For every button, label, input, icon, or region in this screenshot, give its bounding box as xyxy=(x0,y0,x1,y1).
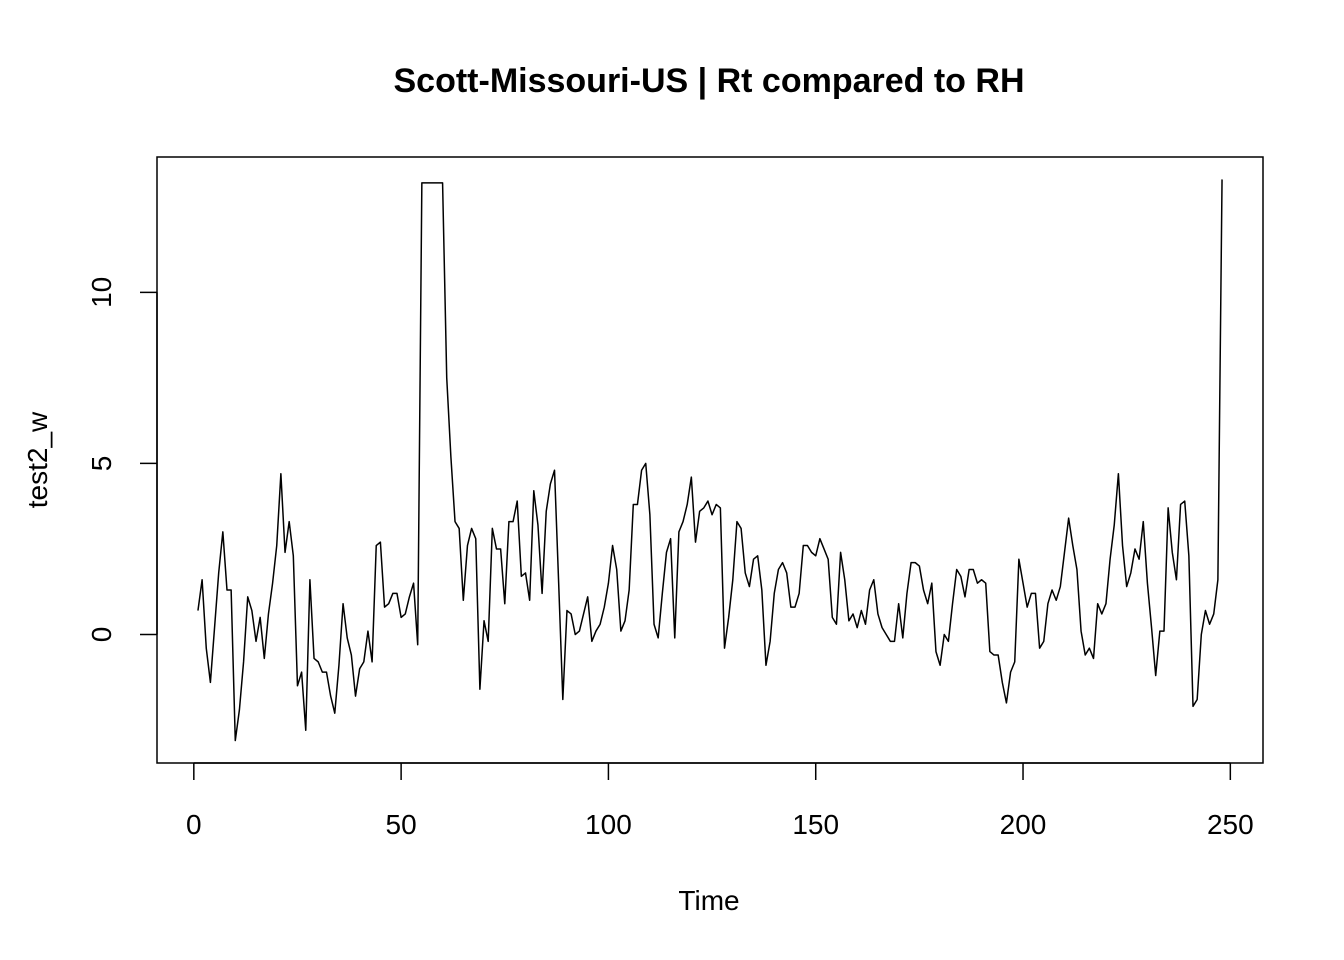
x-tick-label: 100 xyxy=(585,809,632,840)
x-tick-label: 0 xyxy=(186,809,202,840)
x-tick-label: 200 xyxy=(1000,809,1047,840)
x-axis: 0 50 100 150 200 250 xyxy=(186,762,1254,840)
x-tick-label: 150 xyxy=(792,809,839,840)
x-tick-label: 250 xyxy=(1207,809,1254,840)
y-tick-label: 0 xyxy=(86,627,117,643)
y-tick-label: 5 xyxy=(86,456,117,472)
chart-title: Scott-Missouri-US | Rt compared to RH xyxy=(394,62,1025,100)
series-line xyxy=(197,179,1223,742)
y-axis: 0 5 10 xyxy=(86,277,158,643)
y-axis-label: test2_w xyxy=(22,411,53,508)
x-tick-label: 50 xyxy=(386,809,417,840)
y-tick-label: 10 xyxy=(86,277,117,308)
x-axis-label: Time xyxy=(678,885,739,916)
